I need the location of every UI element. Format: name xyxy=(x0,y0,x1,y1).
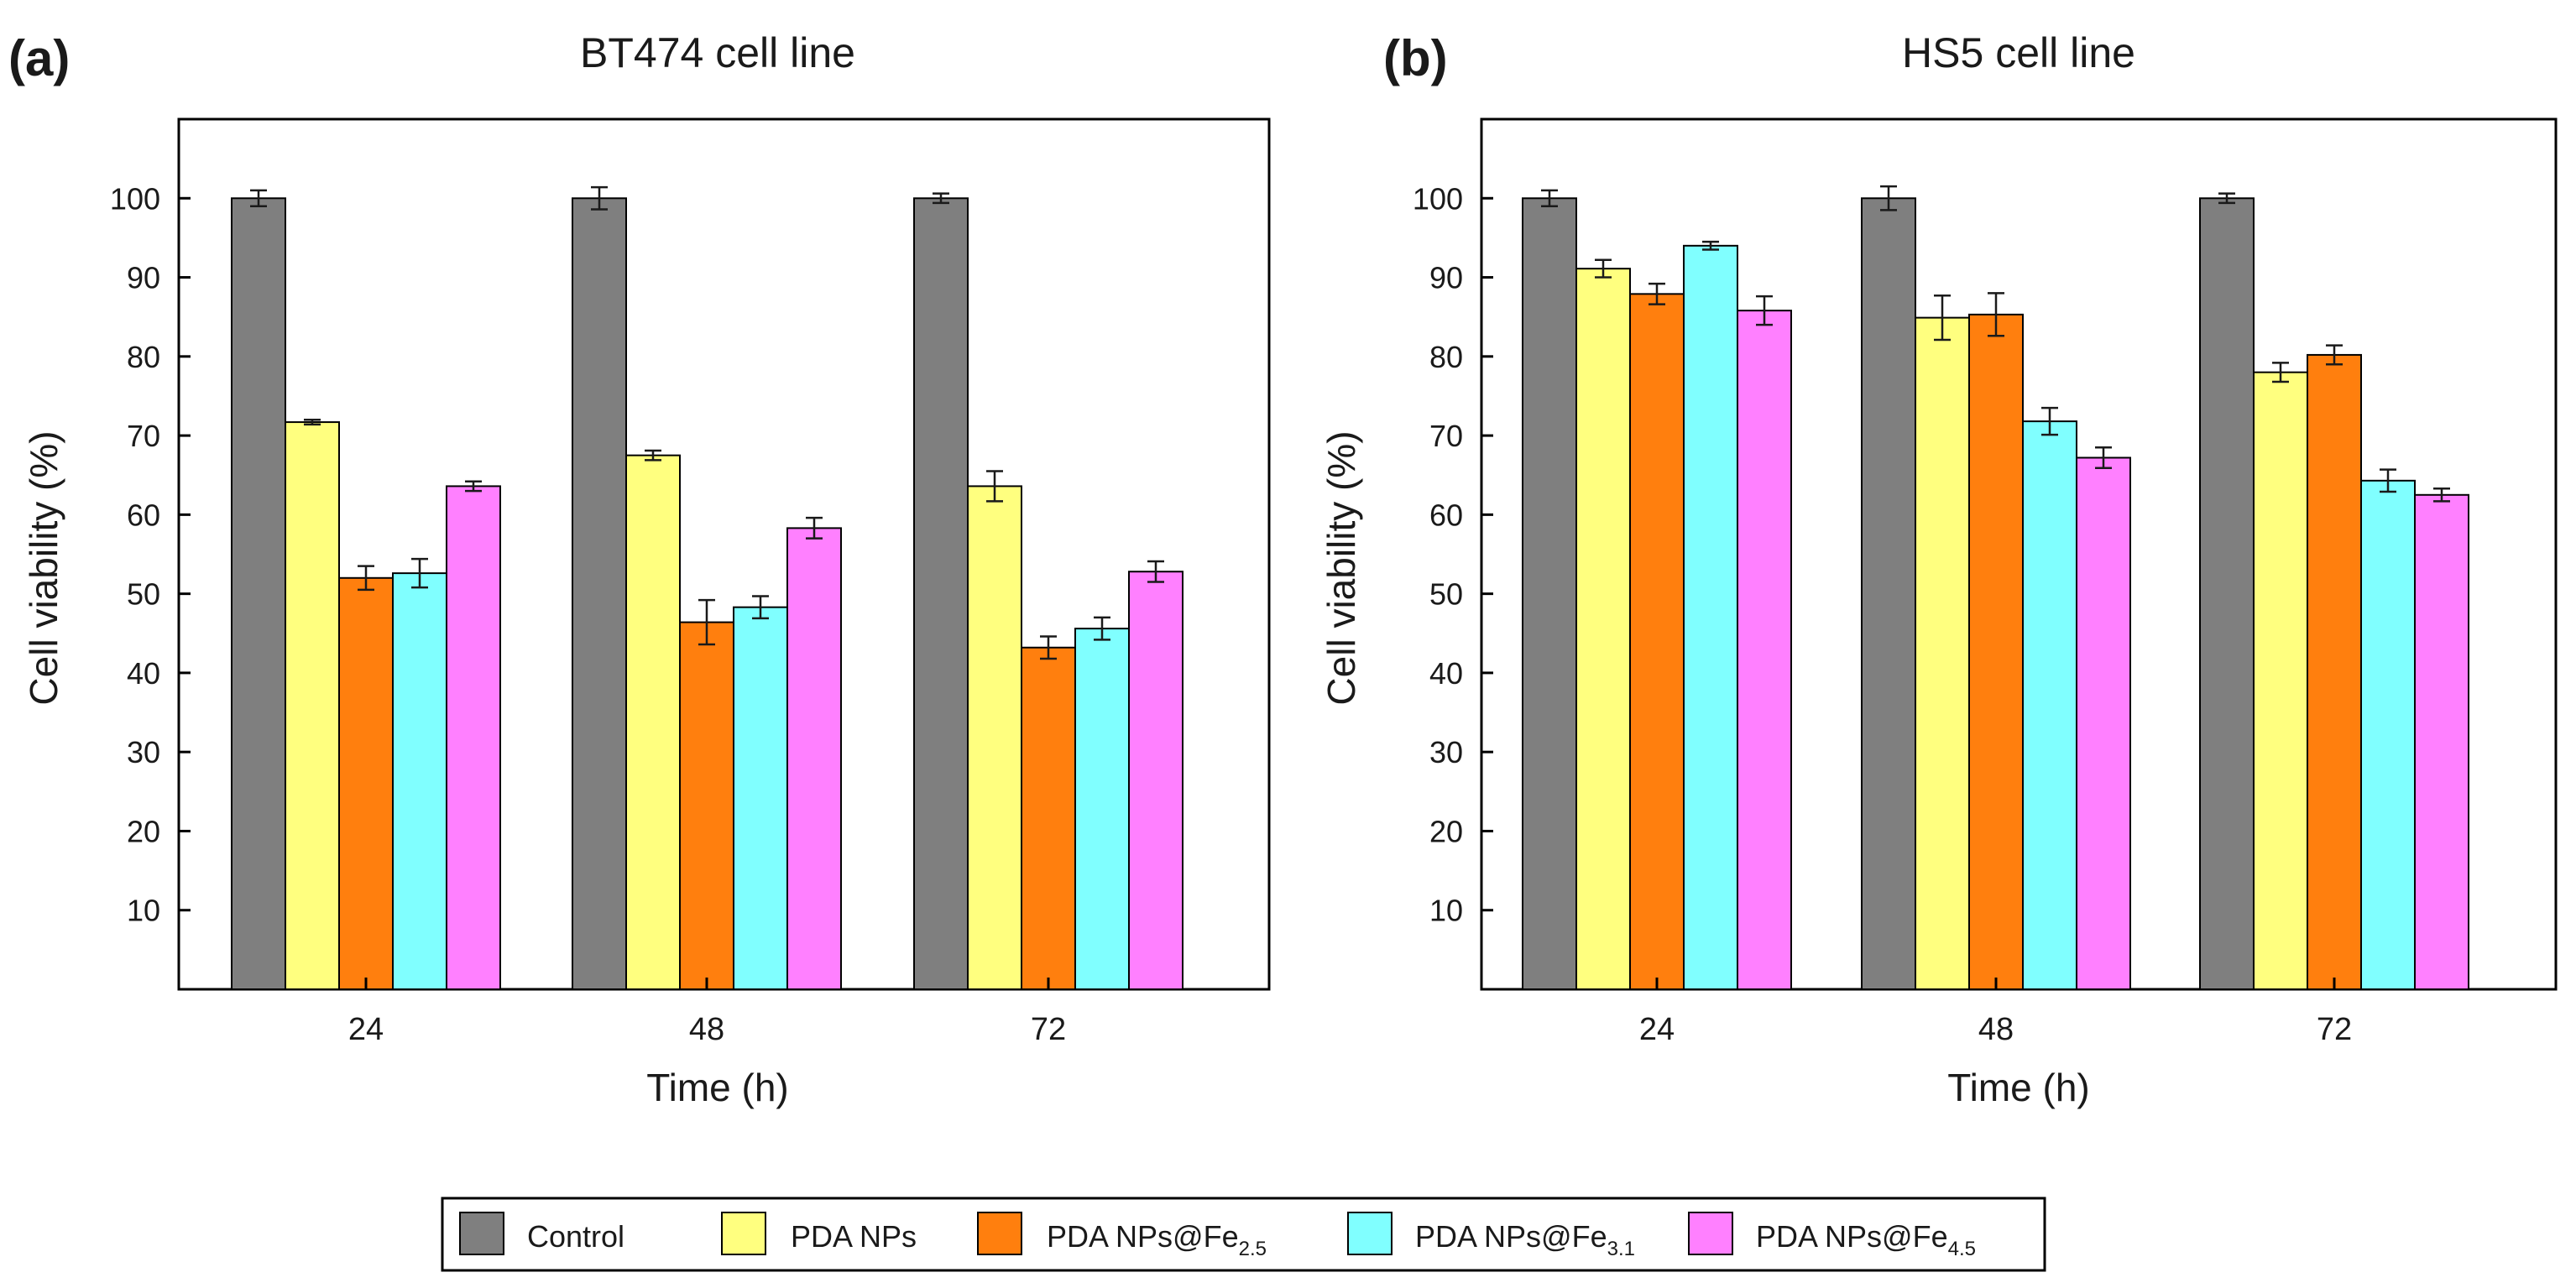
panel-a: (a) BT474 cell line Cell viability (%) T… xyxy=(8,29,1271,1109)
bar-pda-nps-fe3-1-24 xyxy=(1683,244,1738,990)
y-tick-label: 30 xyxy=(127,735,160,769)
bar-pda-nps-fe3-1-72 xyxy=(2360,479,2416,990)
legend-item-pda-nps: PDA NPs xyxy=(721,1212,917,1255)
y-tick-label: 90 xyxy=(127,261,160,295)
y-tick-label: 100 xyxy=(110,181,160,216)
y-tick-label: 10 xyxy=(127,894,160,928)
bar-control-24 xyxy=(1522,197,1577,991)
bar-pda-nps-fe3-1-48 xyxy=(2022,420,2077,990)
bar-control-48 xyxy=(1861,197,1916,991)
panel-b-y-ticks: 10 20 30 40 50 60 70 80 90 100 xyxy=(1413,181,1493,928)
x-tick-label-24: 24 xyxy=(1639,1012,1675,1047)
x-tick-label-48: 48 xyxy=(689,1012,724,1047)
bar-pda-nps-fe2-5-48 xyxy=(679,621,734,990)
bar-pda-nps-fe4-5-48 xyxy=(786,527,842,990)
legend: Control PDA NPs PDA NPs@Fe2.5 PDA NPs@Fe… xyxy=(441,1197,2046,1272)
bar-pda-nps-72 xyxy=(2253,371,2308,990)
legend-swatch-control xyxy=(459,1212,504,1255)
legend-label-pda-nps-fe31: PDA NPs@Fe3.1 xyxy=(1415,1219,1635,1260)
y-tick-label: 60 xyxy=(127,498,160,532)
y-tick-label: 40 xyxy=(127,656,160,691)
y-tick-label: 100 xyxy=(1413,181,1463,216)
y-tick-label: 70 xyxy=(127,419,160,453)
legend-label-pda-nps: PDA NPs xyxy=(791,1219,917,1254)
bar-pda-nps-48 xyxy=(625,454,681,990)
panel-a-y-ticks: 10 20 30 40 50 60 70 80 90 100 xyxy=(110,181,191,928)
y-tick-label: 80 xyxy=(127,340,160,374)
legend-swatch-pda-nps-fe25 xyxy=(977,1212,1022,1255)
bar-control-72 xyxy=(2199,197,2255,991)
bar-pda-nps-fe2-5-24 xyxy=(338,576,394,990)
bar-pda-nps-72 xyxy=(967,485,1022,990)
legend-item-pda-nps-fe31: PDA NPs@Fe3.1 xyxy=(1347,1212,1635,1260)
bar-pda-nps-fe3-1-72 xyxy=(1074,628,1130,991)
legend-swatch-pda-nps-fe31 xyxy=(1347,1212,1393,1255)
panel-b-bars xyxy=(1522,197,2469,991)
panel-a-y-axis-title: Cell viability (%) xyxy=(22,430,65,705)
panel-b-x-ticks: 24 48 72 xyxy=(1639,978,2352,1047)
legend-item-control: Control xyxy=(459,1212,624,1255)
y-tick-label: 70 xyxy=(1429,419,1463,453)
panel-a-x-ticks: 24 48 72 xyxy=(348,978,1066,1047)
panel-a-bars xyxy=(231,197,1183,991)
bar-pda-nps-fe4-5-24 xyxy=(1737,310,1792,990)
legend-swatch-pda-nps-fe45 xyxy=(1688,1212,1733,1255)
legend-label-control: Control xyxy=(527,1219,624,1254)
y-tick-label: 20 xyxy=(127,814,160,848)
y-tick-label: 40 xyxy=(1429,656,1463,691)
legend-item-pda-nps-fe25: PDA NPs@Fe2.5 xyxy=(977,1212,1267,1260)
y-tick-label: 50 xyxy=(127,577,160,612)
bar-pda-nps-fe4-5-72 xyxy=(1128,571,1183,990)
panel-b-x-axis-title: Time (h) xyxy=(1947,1066,2090,1109)
panel-a-x-axis-title: Time (h) xyxy=(646,1066,789,1109)
bar-pda-nps-fe3-1-48 xyxy=(733,606,788,990)
bar-control-24 xyxy=(231,197,286,991)
bar-pda-nps-24 xyxy=(1575,268,1631,990)
x-tick-label-48: 48 xyxy=(1978,1012,2014,1047)
y-tick-label: 60 xyxy=(1429,498,1463,532)
y-tick-label: 50 xyxy=(1429,577,1463,612)
bar-pda-nps-48 xyxy=(1915,316,1970,990)
bar-control-72 xyxy=(913,197,969,991)
legend-label-pda-nps-fe25: PDA NPs@Fe2.5 xyxy=(1047,1219,1267,1260)
panel-b-error-bars xyxy=(1541,185,2450,503)
y-tick-label: 30 xyxy=(1429,735,1463,769)
y-tick-label: 80 xyxy=(1429,340,1463,374)
bar-control-48 xyxy=(572,197,627,991)
panel-a-error-bars xyxy=(250,185,1164,660)
legend-label-pda-nps-fe45: PDA NPs@Fe4.5 xyxy=(1756,1219,1976,1260)
legend-swatch-pda-nps xyxy=(721,1212,766,1255)
legend-item-pda-nps-fe45: PDA NPs@Fe4.5 xyxy=(1688,1212,1976,1260)
panel-b: (b) HS5 cell line Cell viability (%) Tim… xyxy=(1319,29,2558,1109)
y-tick-label: 20 xyxy=(1429,814,1463,848)
panel-b-y-axis-title: Cell viability (%) xyxy=(1319,430,1363,705)
legend-box xyxy=(441,1197,2046,1272)
bar-pda-nps-fe2-5-24 xyxy=(1629,293,1685,990)
y-tick-label: 90 xyxy=(1429,261,1463,295)
x-tick-label-24: 24 xyxy=(348,1012,384,1047)
panel-a-title: BT474 cell line xyxy=(580,29,855,76)
panel-b-label: (b) xyxy=(1383,30,1448,86)
bar-pda-nps-fe3-1-24 xyxy=(392,572,447,990)
bar-pda-nps-fe4-5-72 xyxy=(2414,493,2469,990)
bar-pda-nps-fe2-5-72 xyxy=(1021,646,1076,990)
bar-pda-nps-24 xyxy=(285,421,340,990)
bar-pda-nps-fe2-5-48 xyxy=(1968,313,2024,990)
x-tick-label-72: 72 xyxy=(1031,1012,1066,1047)
y-tick-label: 10 xyxy=(1429,894,1463,928)
x-tick-label-72: 72 xyxy=(2317,1012,2352,1047)
panel-b-title: HS5 cell line xyxy=(1902,29,2135,76)
panel-a-label: (a) xyxy=(8,30,70,86)
bar-pda-nps-fe2-5-72 xyxy=(2307,353,2362,990)
bar-pda-nps-fe4-5-48 xyxy=(2076,456,2131,990)
bar-pda-nps-fe4-5-24 xyxy=(446,485,501,990)
